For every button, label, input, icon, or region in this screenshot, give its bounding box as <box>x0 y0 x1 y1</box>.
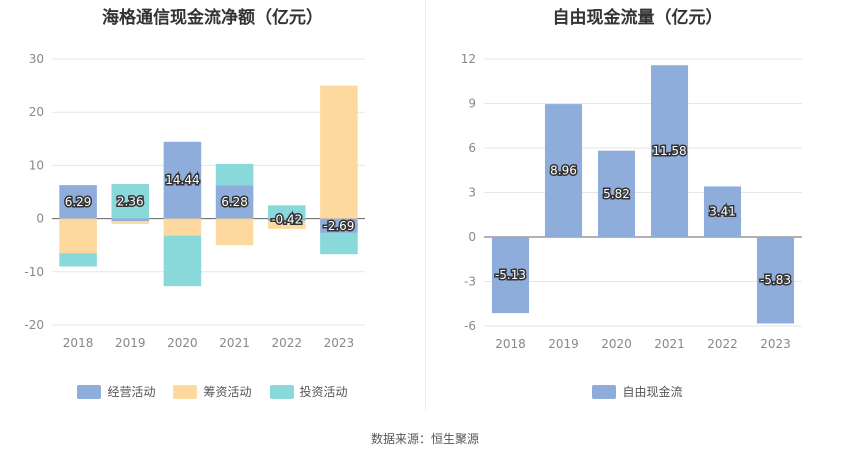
chart-legend: 自由现金流 <box>425 383 850 400</box>
x-tick-label: 2018 <box>63 336 94 350</box>
x-tick-label: 2021 <box>654 337 685 351</box>
x-tick-label: 2019 <box>115 336 146 350</box>
bar-自由现金流-2018 <box>491 237 530 314</box>
bar-筹资活动-2023 <box>320 85 358 219</box>
cashflow-chart-panel: 海格通信现金流净额（亿元） -20 -10 0 10 20 30 2018 2019 2020 2… <box>0 0 425 410</box>
bar-经营活动-2022 <box>267 218 306 221</box>
chart-title: 自由现金流量（亿元） <box>552 8 723 28</box>
legend-item[interactable]: 筹资活动 <box>173 383 252 400</box>
bar-经营活动-2018 <box>59 185 97 219</box>
legend-swatch <box>269 384 294 399</box>
y-tick-label: -20 <box>24 318 44 332</box>
bar-自由现金流-2021 <box>650 65 689 237</box>
x-tick-label: 2022 <box>271 336 302 350</box>
bar-投资活动-2019 <box>111 184 150 219</box>
data-label: 3.41 <box>709 205 736 219</box>
data-label: -2.69 <box>323 219 354 233</box>
bar-投资活动-2018 <box>59 253 97 267</box>
free-cashflow-chart-panel: 自由现金流量（亿元） -6 -3 0 3 6 9 12 2018 2019 2020 2021 202… <box>425 0 850 410</box>
chart-title: 海格通信现金流净额（亿元） <box>102 8 323 28</box>
y-tick-label: 9 <box>468 97 476 111</box>
data-label: 14.44 <box>165 173 199 187</box>
bar-自由现金流-2022 <box>703 186 742 237</box>
bar-投资活动-2023 <box>320 232 358 255</box>
bar-经营活动-2021 <box>215 185 254 219</box>
chart-legend: 经营活动 筹资活动 投资活动 <box>0 383 425 400</box>
data-label: -0.42 <box>271 213 302 227</box>
legend-item[interactable]: 投资活动 <box>269 383 348 400</box>
x-tick-label: 2023 <box>760 337 791 351</box>
data-label: 2.36 <box>117 194 144 208</box>
y-tick-label: -3 <box>464 275 476 289</box>
bar-自由现金流-2023 <box>756 237 795 324</box>
bar-筹资活动-2019 <box>111 221 150 224</box>
y-tick-label: 0 <box>36 212 44 226</box>
bar-自由现金流-2019 <box>544 104 583 238</box>
free-cashflow-chart-svg: -6 -3 0 3 6 9 12 2018 2019 2020 2021 2022 2023 -5.13 8… <box>461 52 802 351</box>
y-tick-label: 12 <box>461 52 476 66</box>
legend-label: 自由现金流 <box>622 385 683 399</box>
x-tick-label: 2018 <box>495 337 526 351</box>
y-tick-label: -6 <box>464 319 476 333</box>
bar-投资活动-2022 <box>267 205 306 219</box>
x-tick-label: 2022 <box>707 337 738 351</box>
data-label: -5.13 <box>495 268 526 282</box>
x-tick-label: 2020 <box>601 337 632 351</box>
bar-筹资活动-2020 <box>163 218 202 236</box>
y-tick-label: 10 <box>29 158 44 172</box>
legend-label: 经营活动 <box>107 385 156 399</box>
legend-item[interactable]: 自由现金流 <box>592 383 683 400</box>
legend-label: 筹资活动 <box>203 385 252 399</box>
data-label: 6.29 <box>65 195 92 209</box>
data-label: 8.96 <box>550 164 577 178</box>
bar-自由现金流-2020 <box>597 150 636 237</box>
legend-swatch <box>173 384 198 399</box>
bar-投资活动-2020 <box>163 235 202 287</box>
y-tick-label: 0 <box>468 230 476 244</box>
legend-label: 投资活动 <box>299 385 348 399</box>
bar-经营活动-2023 <box>320 218 358 233</box>
bar-筹资活动-2021 <box>215 218 254 246</box>
legend-swatch <box>592 384 617 399</box>
x-tick-label: 2023 <box>324 336 355 350</box>
cashflow-chart-svg: -20 -10 0 10 20 30 2018 2019 2020 2021 2022 2023 6.2… <box>24 52 365 350</box>
bar-筹资活动-2018 <box>59 218 97 254</box>
y-tick-label: 30 <box>29 52 44 66</box>
bar-投资活动-2021 <box>215 163 254 186</box>
bar-经营活动-2020 <box>163 141 202 219</box>
panel-divider <box>425 0 426 410</box>
y-tick-label: -10 <box>24 265 44 279</box>
data-label: 6.28 <box>221 195 248 209</box>
y-tick-label: 20 <box>29 105 44 119</box>
data-label: 5.82 <box>603 187 630 201</box>
x-tick-label: 2021 <box>219 336 250 350</box>
data-label: -5.83 <box>760 273 791 287</box>
y-tick-label: 3 <box>468 186 476 200</box>
x-tick-label: 2020 <box>167 336 198 350</box>
source-note: 数据来源：恒生聚源 <box>370 432 479 446</box>
legend-item[interactable]: 经营活动 <box>77 383 155 400</box>
y-tick-label: 6 <box>468 141 476 155</box>
bar-经营活动-2019 <box>111 218 150 222</box>
bar-筹资活动-2022 <box>267 220 306 229</box>
data-label: 11.58 <box>652 144 686 158</box>
legend-swatch <box>77 384 102 399</box>
x-tick-label: 2019 <box>548 337 579 351</box>
